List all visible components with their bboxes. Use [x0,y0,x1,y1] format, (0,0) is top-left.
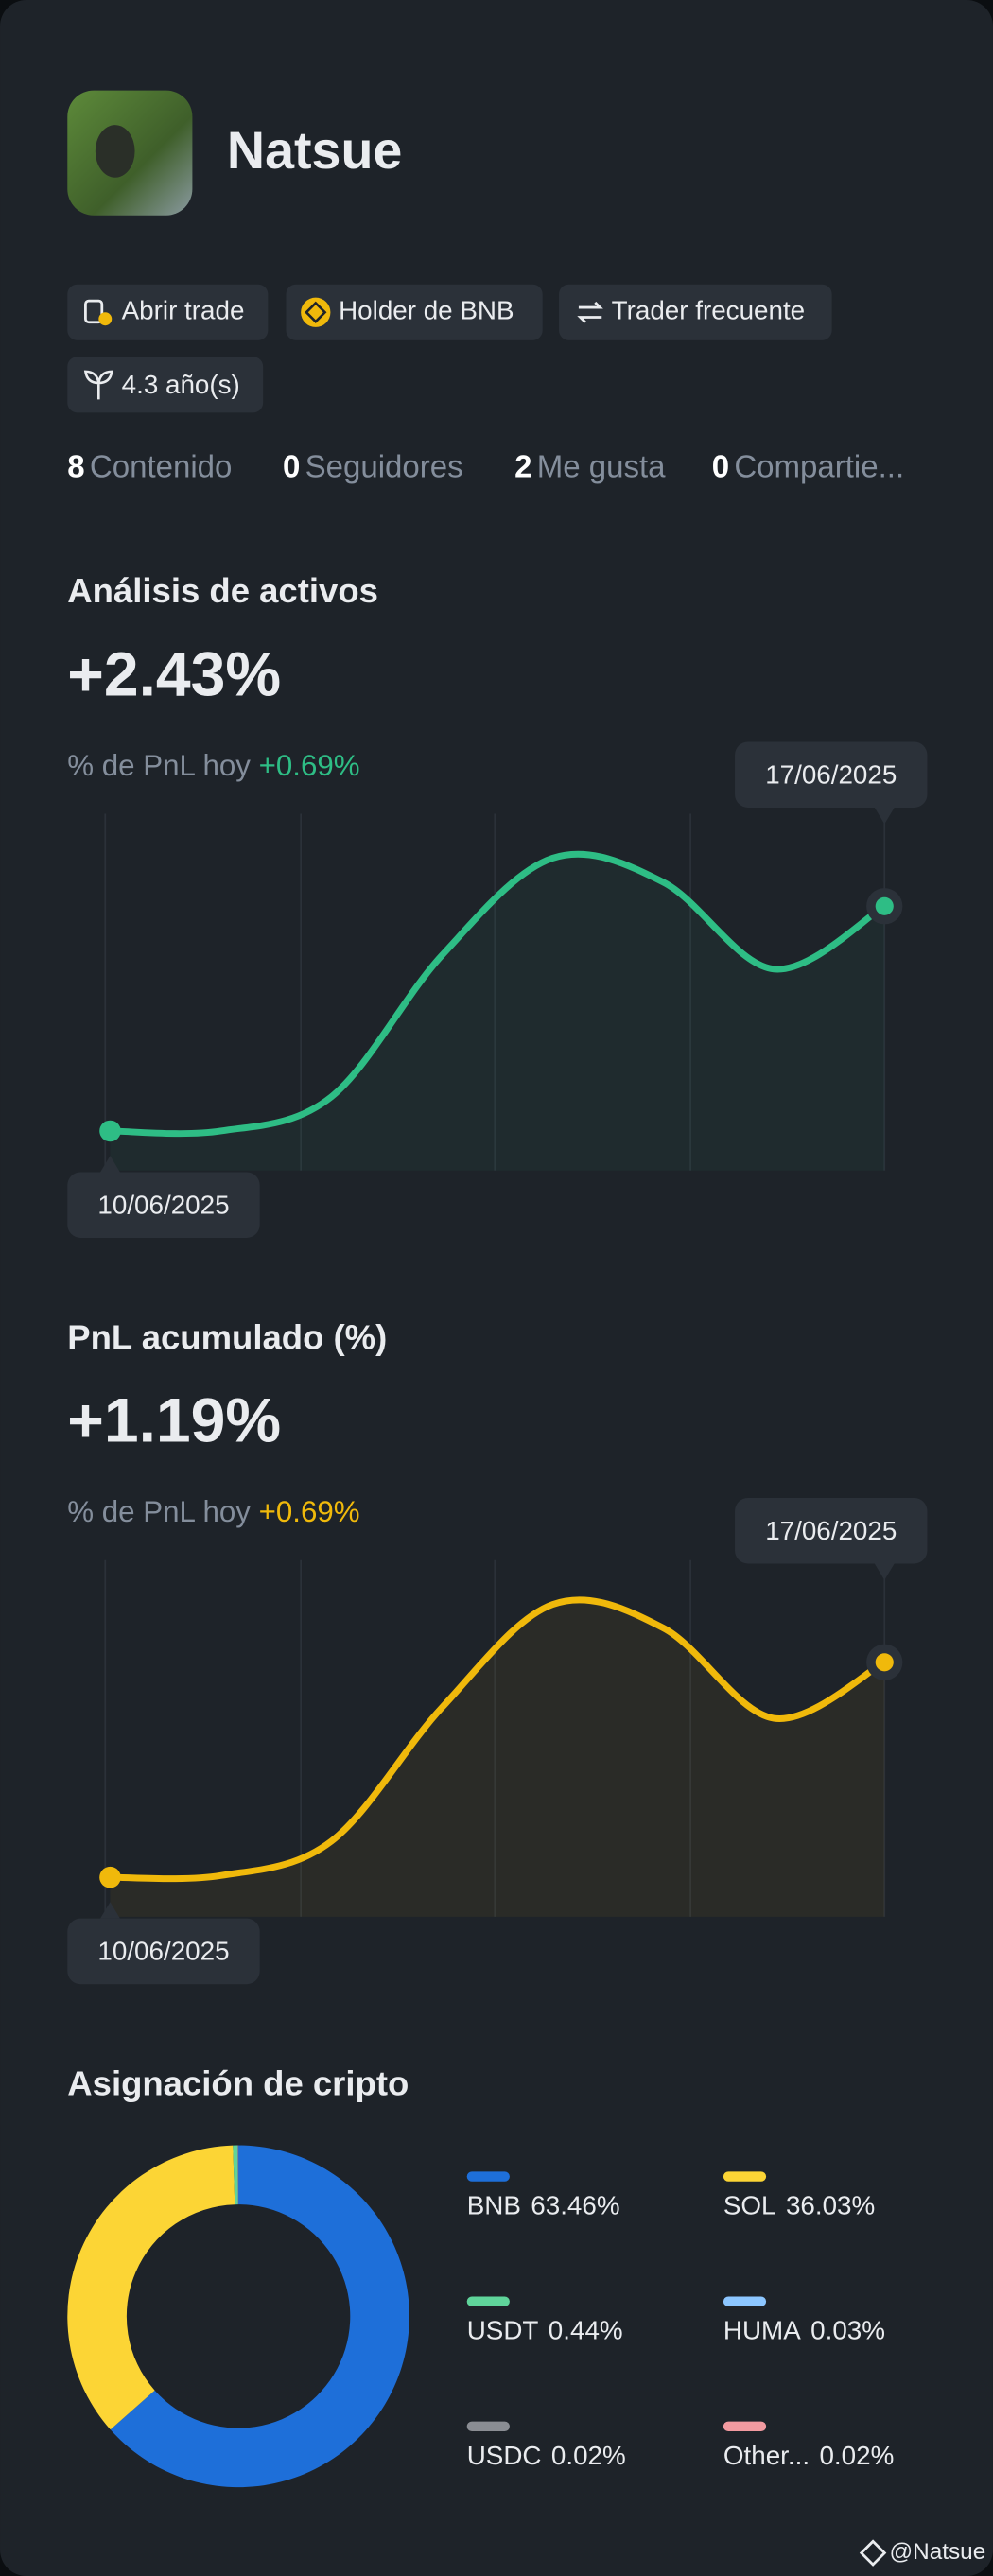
pnl-today-value: +0.69% [259,749,360,782]
date-label: 17/06/2025 [765,1516,897,1545]
stat-value: 0 [712,448,729,483]
donut-slice [67,2145,235,2430]
stat-label: Seguidores [305,448,463,483]
section-title: PnL acumulado (%) [67,1317,387,1356]
badge-icon [305,301,327,323]
stat[interactable]: 0 Compartie... [712,448,904,483]
legend-name: HUMA [723,2316,801,2345]
badge-icon [98,312,113,326]
legend-value: 63.46% [531,2191,619,2220]
badge[interactable] [67,284,269,340]
legend-entry: Other... 0.02% [723,2441,894,2470]
legend-name: Other... [723,2441,810,2470]
date-tooltip [67,1172,260,1238]
legend-entry: USDC 0.02% [467,2441,626,2470]
legend-entry: HUMA 0.03% [723,2316,885,2345]
pnl-today-label: % de PnL hoy [67,1495,251,1528]
legend-value: 0.02% [819,2441,894,2470]
legend-swatch [723,2421,767,2432]
stat-label: Contenido [90,448,233,483]
pnl-today: % de PnL hoy +0.69% [67,1495,359,1528]
badge[interactable] [559,284,832,340]
section-title: Análisis de activos [67,571,378,610]
donut-slice [233,2145,238,2205]
tooltip-pointer [874,1563,895,1580]
legend-entry: USDT 0.44% [467,2316,623,2345]
donut-slice [110,2145,409,2488]
badge-label: Trader frecuente [612,296,805,325]
tooltip-pointer [100,1156,120,1173]
legend-name: SOL [723,2191,776,2220]
pnl-today-label: % de PnL hoy [67,749,251,782]
legend-swatch [466,2171,510,2182]
legend-value: 0.03% [810,2316,885,2345]
stat-value: 8 [67,448,84,483]
footer-handle: @Natsue [889,2539,985,2565]
headline-value: +2.43% [67,638,281,708]
legend-entry: BNB 63.46% [467,2191,620,2220]
avatar-figure [95,125,135,178]
stat-label: Me gusta [537,448,666,483]
legend-name: USDC [467,2441,542,2470]
headline-value: +1.19% [67,1385,281,1455]
stat[interactable]: 2 Me gusta [514,448,666,483]
badge-icon [577,301,603,323]
start-dot [99,1120,121,1142]
end-dot [875,896,894,915]
line [107,850,888,1138]
pnl-today-value: +0.69% [259,1495,360,1528]
legend-value: 36.03% [786,2191,875,2220]
legend-swatch [466,2296,510,2306]
line [107,1596,888,1883]
badge-label: 4.3 año(s) [122,370,240,399]
stat-value: 2 [514,448,531,483]
date-label: 10/06/2025 [97,1937,229,1966]
stat-label: Compartie... [734,448,904,483]
legend-entry: SOL 36.03% [723,2191,875,2220]
legend-value: 0.02% [551,2441,626,2470]
stat[interactable]: 0 Seguidores [283,448,463,483]
line-area [110,1599,885,1917]
stat-value: 0 [283,448,300,483]
profile-name: Natsue [227,121,402,180]
legend-value: 0.44% [549,2316,623,2345]
date-label: 10/06/2025 [97,1190,229,1219]
tooltip-pointer [100,1902,120,1919]
badge-icon [84,299,104,324]
legend-name: BNB [467,2191,521,2220]
date-tooltip [735,741,928,808]
pnl-today: % de PnL hoy +0.69% [67,749,359,782]
legend-swatch [723,2171,767,2182]
legend-swatch [723,2296,767,2306]
badge-icon [83,370,113,400]
badge-icon [301,297,331,327]
badge-label: Abrir trade [122,296,245,325]
legend-name: USDT [467,2316,539,2345]
end-dot [875,1653,894,1672]
badge[interactable] [67,357,264,413]
date-tooltip [67,1918,260,1985]
start-dot [99,1866,121,1888]
tooltip-pointer [874,807,895,825]
badge-label: Holder de BNB [339,296,514,325]
stat[interactable]: 8 Contenido [67,448,232,483]
section-title: Asignación de cripto [67,2064,409,2103]
badge[interactable] [286,284,543,340]
footer-logo [859,2539,887,2567]
date-tooltip [735,1497,928,1564]
legend-swatch [466,2421,510,2432]
date-label: 17/06/2025 [765,759,897,789]
line-area [110,854,885,1171]
